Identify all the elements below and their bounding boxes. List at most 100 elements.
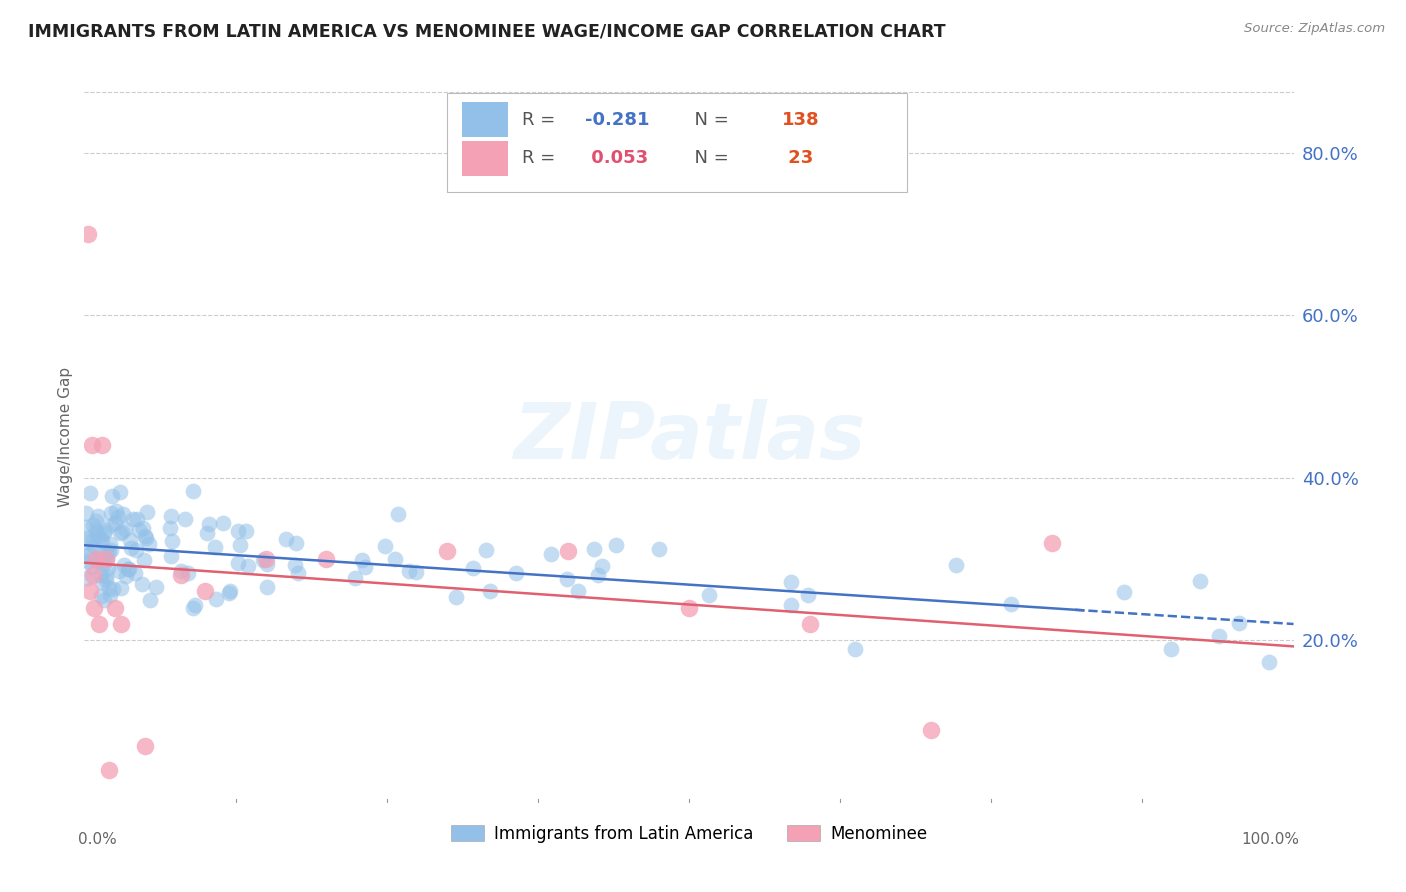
Point [799, 617, 821, 632]
Bar [461, 102, 508, 137]
Point [138, 537, 160, 551]
Point [84, 523, 107, 537]
Point [444, 591, 467, 605]
Point [387, 508, 409, 522]
Point [254, 552, 277, 566]
Text: R =: R = [522, 111, 561, 128]
Point [218, 586, 240, 600]
Text: ZIPatlas: ZIPatlas [513, 399, 865, 475]
Point [108, 526, 131, 541]
Point [82, 568, 104, 582]
Point [127, 512, 149, 526]
Point [844, 641, 866, 656]
Point [114, 522, 136, 536]
Point [1227, 616, 1250, 631]
Point [540, 547, 562, 561]
Point [235, 524, 257, 538]
Point [252, 552, 274, 566]
Point [87, 554, 110, 568]
Point [195, 525, 218, 540]
Point [125, 543, 148, 558]
Point [134, 529, 156, 543]
Point [75, 519, 97, 533]
Point [582, 542, 605, 557]
Text: Source: ZipAtlas.com: Source: ZipAtlas.com [1244, 22, 1385, 36]
Text: 100.0%: 100.0% [1241, 832, 1299, 847]
Point [118, 562, 141, 576]
Point [461, 561, 484, 575]
Point [86, 526, 108, 541]
Point [122, 512, 145, 526]
Point [77, 227, 100, 241]
Point [104, 600, 127, 615]
Point [93, 592, 115, 607]
Point [120, 541, 142, 556]
Point [114, 569, 136, 583]
Point [780, 575, 803, 590]
Point [120, 533, 142, 548]
Point [1258, 655, 1281, 669]
Point [177, 566, 200, 580]
Point [100, 517, 122, 532]
Point [114, 558, 136, 573]
Point [945, 558, 967, 572]
Point [648, 541, 671, 556]
Point [93, 558, 115, 572]
Point [1040, 535, 1063, 549]
Point [284, 558, 307, 573]
Point [678, 600, 700, 615]
Legend: Immigrants from Latin America, Menominee: Immigrants from Latin America, Menominee [444, 818, 934, 849]
Point [170, 564, 193, 578]
Y-axis label: Wage/Income Gap: Wage/Income Gap [58, 367, 73, 508]
Point [77, 554, 100, 568]
Point [354, 560, 377, 574]
Point [84, 514, 107, 528]
Point [205, 592, 228, 607]
Point [170, 568, 193, 582]
Text: 0.0%: 0.0% [79, 832, 117, 847]
Point [83, 600, 105, 615]
Text: N =: N = [683, 149, 734, 168]
Point [100, 543, 122, 558]
Point [135, 532, 157, 546]
Point [256, 580, 278, 594]
Point [128, 524, 150, 538]
Point [920, 723, 942, 737]
Point [90, 534, 112, 549]
Point [110, 617, 132, 632]
Point [238, 559, 260, 574]
Point [1160, 642, 1182, 657]
Point [586, 567, 609, 582]
Point [139, 593, 162, 607]
Point [555, 572, 578, 586]
Point [107, 510, 129, 524]
Point [108, 485, 131, 500]
Point [96, 573, 118, 587]
Point [219, 583, 242, 598]
Point [90, 589, 112, 603]
Point [159, 521, 181, 535]
Point [181, 484, 204, 499]
Point [97, 545, 120, 559]
Point [94, 552, 117, 566]
Point [591, 559, 613, 574]
Point [75, 506, 97, 520]
Point [87, 617, 110, 632]
Point [94, 552, 117, 566]
Point [226, 557, 249, 571]
Point [96, 545, 118, 559]
Point [79, 486, 101, 500]
Point [211, 516, 233, 531]
Point [87, 528, 110, 542]
Point [135, 505, 157, 519]
Point [160, 549, 183, 563]
Point [605, 538, 627, 552]
Point [697, 588, 720, 602]
Point [87, 509, 110, 524]
Point [131, 577, 153, 591]
Point [90, 574, 112, 589]
Point [79, 584, 101, 599]
Point [1188, 574, 1211, 588]
Point [198, 517, 221, 532]
Point [117, 562, 139, 576]
